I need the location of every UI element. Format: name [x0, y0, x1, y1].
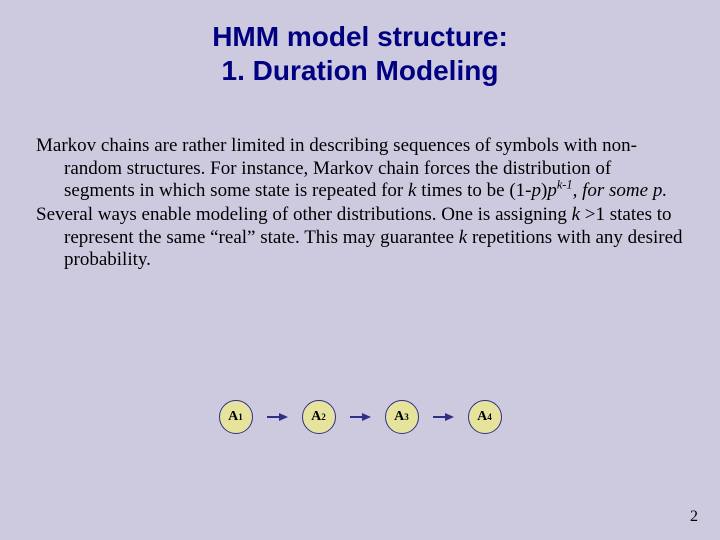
- state-label-base: A: [394, 409, 404, 425]
- p2-var-k1: k: [572, 204, 580, 225]
- paragraph-2: Several ways enable modeling of other di…: [36, 204, 684, 271]
- title-line-1: HMM model structure:: [212, 21, 508, 52]
- slide-title: HMM model structure: 1. Duration Modelin…: [0, 0, 720, 87]
- state-label-base: A: [228, 409, 238, 425]
- p1-text-d: , for some: [573, 180, 653, 201]
- p1-var-p1: p: [531, 180, 541, 201]
- state-node: A2: [302, 400, 336, 434]
- p2-text-a: Several ways enable modeling of other di…: [36, 204, 572, 225]
- state-node: A3: [385, 400, 419, 434]
- title-line-2: 1. Duration Modeling: [222, 55, 499, 86]
- state-chain-diagram: A1 A2 A3 A4: [0, 400, 720, 434]
- p1-exponent: k-1: [557, 178, 573, 192]
- arrow-icon: [267, 413, 288, 421]
- p1-var-p3: p.: [653, 180, 667, 201]
- p2-var-k2: k: [459, 227, 467, 248]
- paragraph-1: Markov chains are rather limited in desc…: [36, 135, 684, 202]
- body-text: Markov chains are rather limited in desc…: [0, 87, 720, 271]
- state-label-base: A: [477, 409, 487, 425]
- arrow-icon: [433, 413, 454, 421]
- arrow-icon: [350, 413, 371, 421]
- page-number: 2: [690, 508, 698, 526]
- state-label-base: A: [311, 409, 321, 425]
- p1-text-b: times to be (1-: [416, 180, 531, 201]
- p1-var-p2: p: [547, 180, 557, 201]
- state-node: A4: [468, 400, 502, 434]
- state-node: A1: [219, 400, 253, 434]
